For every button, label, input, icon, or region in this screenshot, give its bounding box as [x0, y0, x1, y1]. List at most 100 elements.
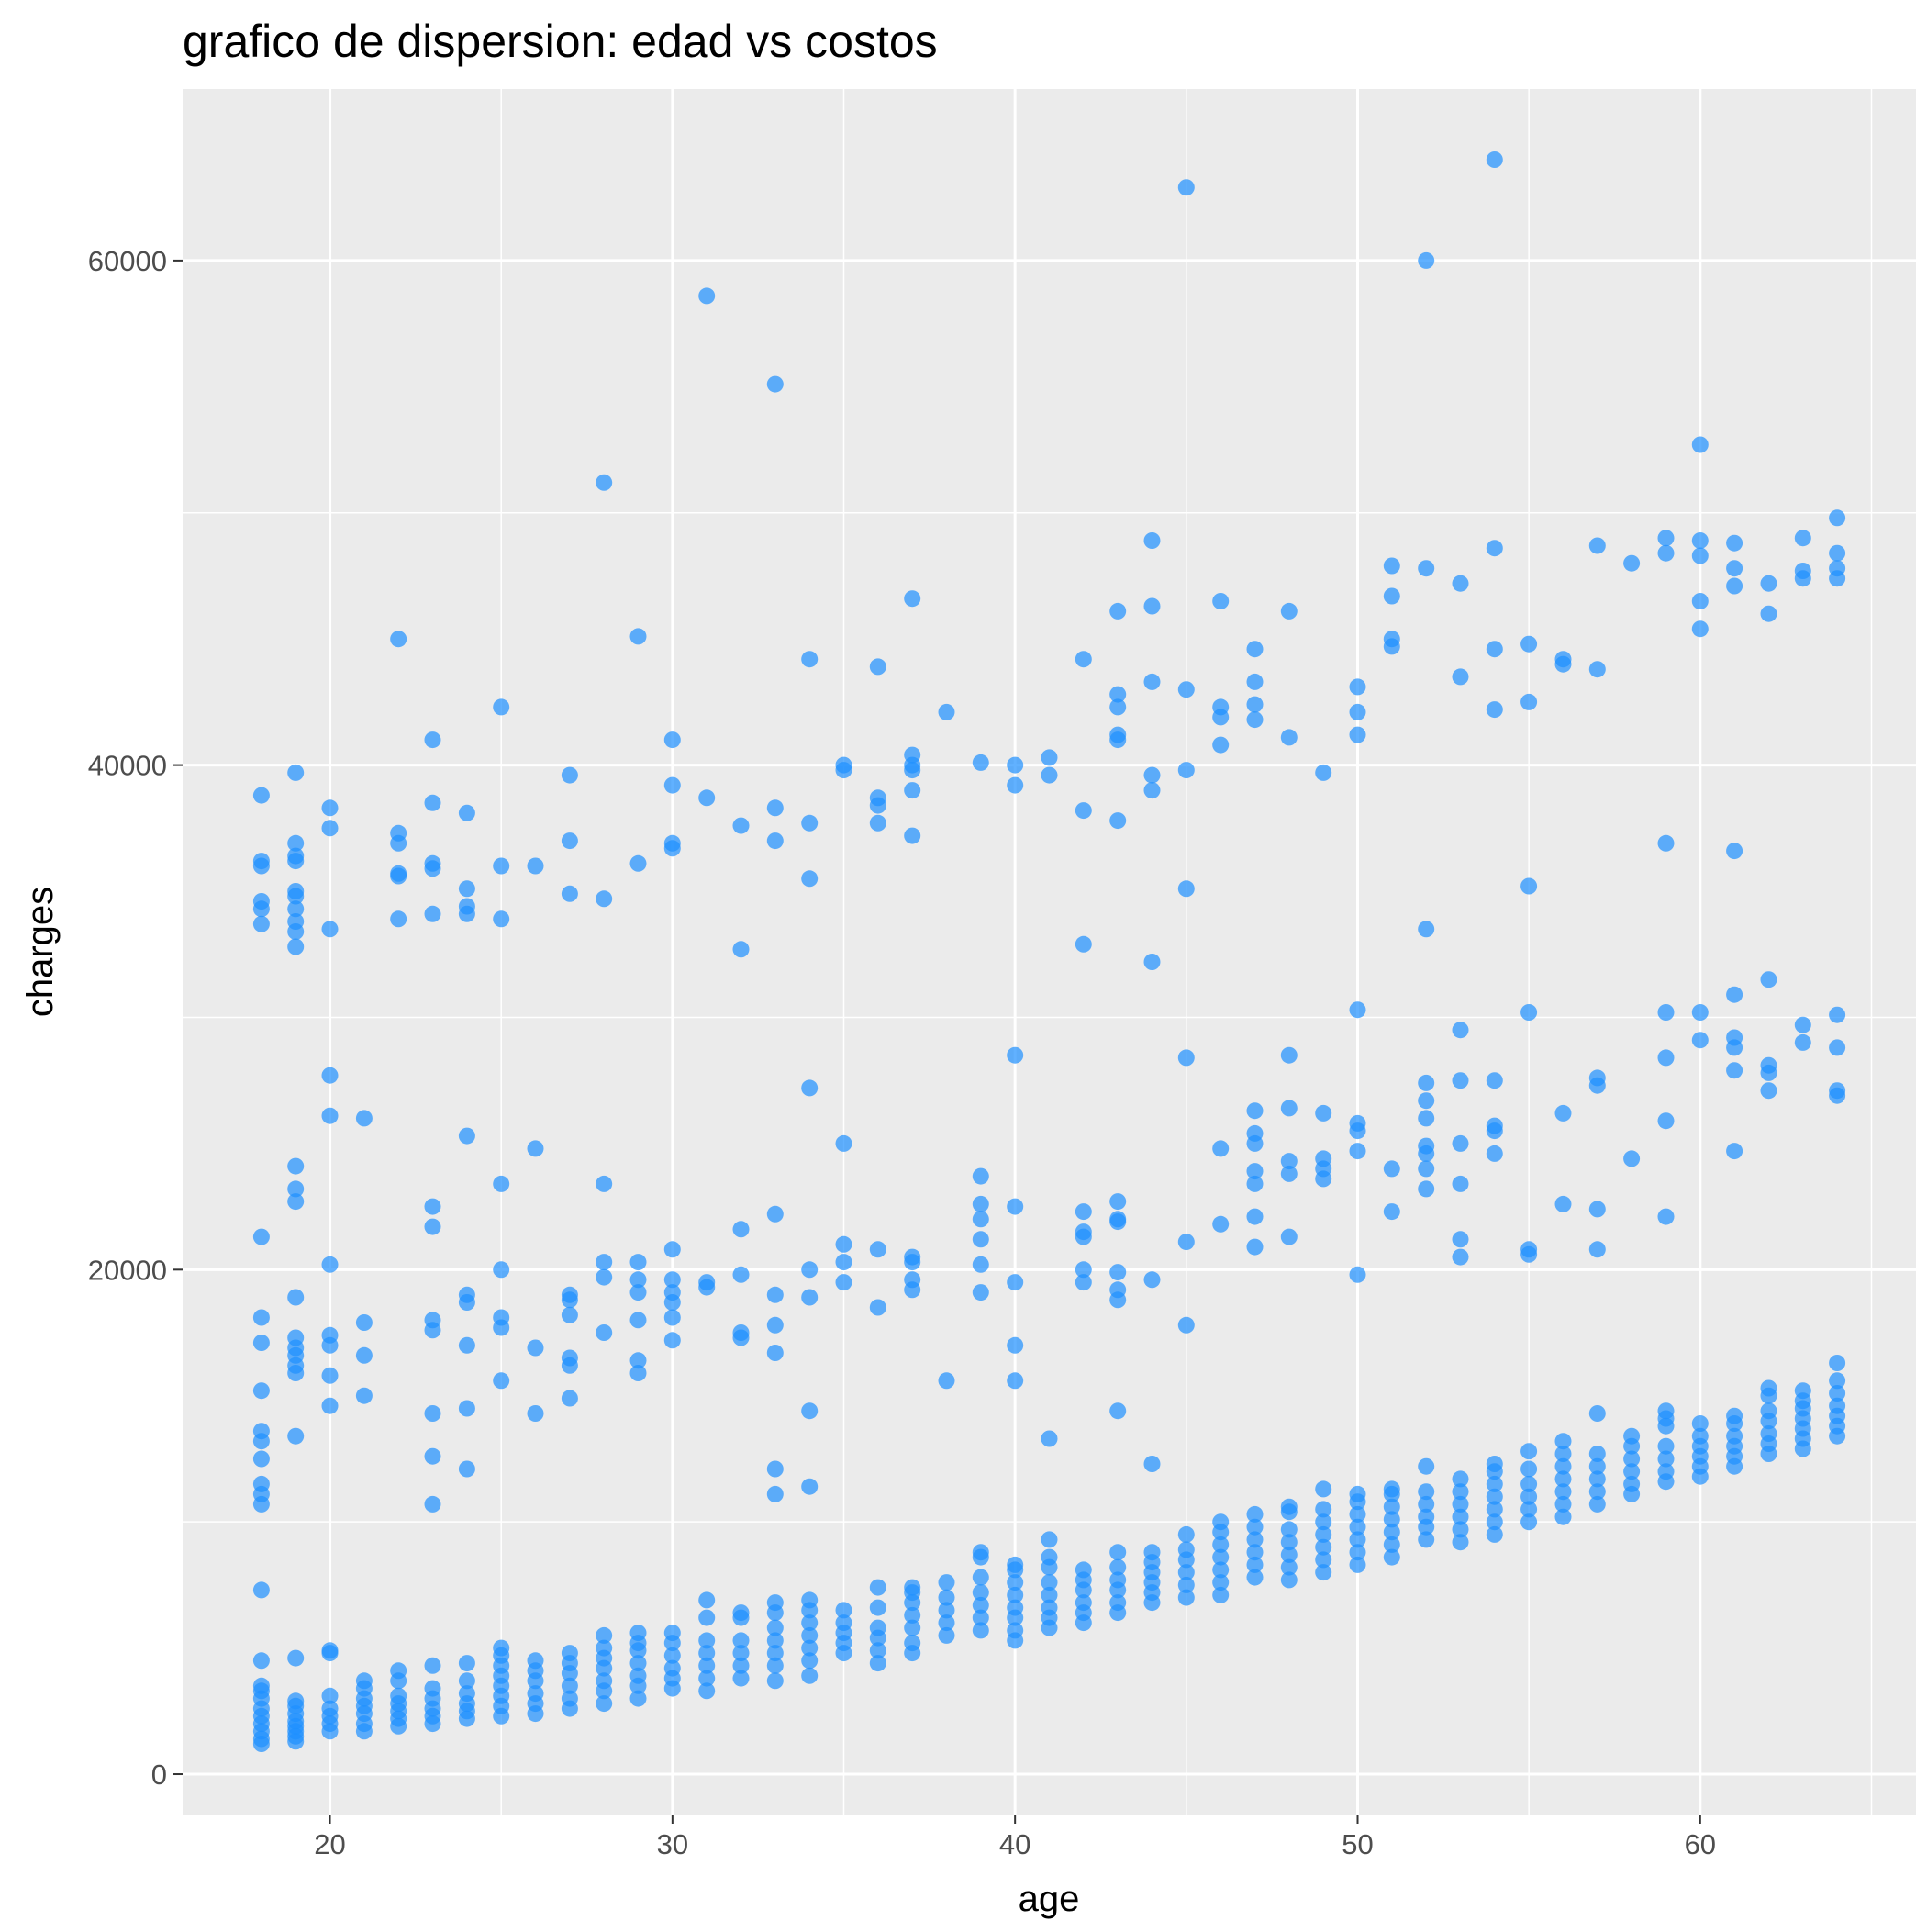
- data-point: [904, 1606, 921, 1624]
- data-point: [1418, 560, 1435, 577]
- data-point: [1452, 1022, 1469, 1039]
- data-point: [766, 1460, 784, 1478]
- data-point: [1623, 1150, 1641, 1167]
- data-point: [698, 1609, 716, 1626]
- data-point: [458, 1127, 475, 1145]
- data-point: [321, 1700, 339, 1717]
- data-point: [1726, 560, 1743, 577]
- data-point: [1623, 1450, 1641, 1468]
- data-point: [1143, 954, 1161, 970]
- data-point: [1246, 1531, 1264, 1548]
- data-point: [596, 1324, 613, 1341]
- data-point: [938, 703, 955, 720]
- data-point: [1520, 635, 1538, 653]
- data-point: [1007, 1336, 1024, 1354]
- data-point: [1554, 1446, 1572, 1462]
- data-point: [1246, 696, 1264, 713]
- data-point: [1623, 1463, 1641, 1480]
- data-point: [1418, 1074, 1435, 1091]
- data-point: [663, 1271, 681, 1289]
- data-point: [1246, 1505, 1264, 1523]
- data-point: [1007, 1622, 1024, 1639]
- data-point: [1109, 1211, 1127, 1228]
- data-point: [1829, 1372, 1846, 1390]
- data-point: [1349, 1505, 1366, 1523]
- data-point: [390, 824, 407, 842]
- data-point: [321, 921, 339, 938]
- data-point: [904, 1635, 921, 1652]
- data-point: [287, 1329, 305, 1346]
- data-point: [835, 756, 852, 774]
- data-point: [458, 898, 475, 915]
- data-point: [1315, 1525, 1332, 1543]
- data-point: [252, 1423, 270, 1440]
- data-point: [1691, 532, 1709, 549]
- data-point: [1657, 1402, 1675, 1420]
- data-point: [1349, 1001, 1366, 1019]
- data-point: [1726, 1062, 1743, 1079]
- data-point: [1588, 1069, 1606, 1087]
- data-point: [424, 1405, 441, 1422]
- data-point: [1418, 1508, 1435, 1525]
- data-point: [1212, 593, 1230, 609]
- data-point: [1657, 1208, 1675, 1225]
- data-point: [938, 1626, 955, 1644]
- data-point: [355, 1387, 373, 1404]
- data-point: [1452, 1134, 1469, 1152]
- data-point: [287, 1427, 305, 1445]
- x-tick-label: 20: [314, 1828, 345, 1860]
- data-point: [732, 941, 750, 958]
- data-point: [801, 1614, 819, 1632]
- data-point: [1554, 1433, 1572, 1450]
- data-point: [1246, 1569, 1264, 1586]
- data-point: [972, 754, 989, 771]
- data-point: [869, 1619, 886, 1636]
- data-point: [1075, 1561, 1092, 1579]
- data-point: [596, 1254, 613, 1271]
- data-point: [1452, 1072, 1469, 1089]
- data-point: [1041, 749, 1058, 766]
- data-point: [1177, 179, 1195, 196]
- data-point: [972, 1211, 989, 1228]
- data-point: [1760, 1056, 1777, 1074]
- data-point: [561, 1306, 578, 1323]
- x-tick-label: 60: [1685, 1828, 1716, 1860]
- data-point: [527, 1140, 544, 1157]
- data-point: [390, 1662, 407, 1680]
- data-point: [1383, 1548, 1400, 1566]
- data-point: [1486, 1501, 1503, 1518]
- data-point: [663, 1647, 681, 1664]
- data-point: [561, 832, 578, 850]
- data-point: [1177, 1589, 1195, 1606]
- data-point: [698, 287, 716, 305]
- data-point: [629, 1254, 647, 1271]
- data-point: [1760, 971, 1777, 988]
- data-point: [1486, 1072, 1503, 1089]
- y-tick-label: 60000: [88, 245, 167, 277]
- data-point: [1760, 575, 1777, 592]
- data-point: [561, 1690, 578, 1707]
- data-point: [1246, 641, 1264, 658]
- data-point: [1177, 1049, 1195, 1067]
- data-point: [1418, 1495, 1435, 1513]
- data-point: [1212, 1140, 1230, 1157]
- data-point: [972, 1622, 989, 1639]
- data-point: [869, 1642, 886, 1659]
- data-point: [1041, 1599, 1058, 1616]
- data-point: [287, 1157, 305, 1175]
- data-point: [938, 1574, 955, 1591]
- data-point: [1246, 1175, 1264, 1192]
- data-point: [1007, 1556, 1024, 1573]
- data-point: [869, 1579, 886, 1596]
- data-point: [1212, 1513, 1230, 1531]
- data-point: [1280, 1558, 1298, 1576]
- data-point: [801, 870, 819, 888]
- data-point: [252, 1382, 270, 1400]
- data-point: [527, 1685, 544, 1703]
- data-point: [1041, 1430, 1058, 1447]
- data-point: [493, 1261, 510, 1279]
- x-tick-label: 40: [999, 1828, 1030, 1860]
- data-point: [1760, 1379, 1777, 1397]
- data-point: [698, 1274, 716, 1291]
- data-point: [1794, 1016, 1811, 1033]
